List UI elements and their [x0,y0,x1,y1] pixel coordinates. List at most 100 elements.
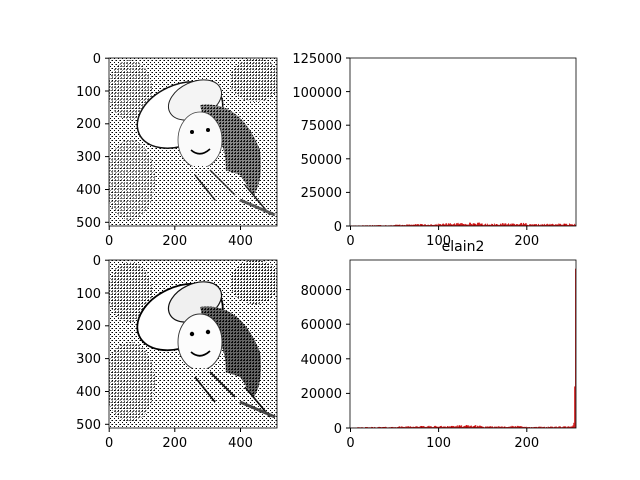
histogram-1-bar [427,224,429,226]
histogram-1-bar [546,223,548,226]
histogram-2-bar [563,426,565,428]
histogram-1-bar [509,223,511,226]
histogram-2-bar [509,426,511,428]
histogram-2-bar [568,426,569,428]
histogram-1-bar [533,224,535,226]
image-2-xtick-label: 200 [162,436,187,451]
histogram-1-bar [520,222,522,226]
histogram-1-bar [540,225,542,226]
histogram-2-bar [469,426,471,428]
histogram-1-bar [529,224,531,226]
histogram-2-bar [407,426,409,428]
histogram-2-bar [428,425,430,428]
histogram-1-bar [436,223,438,226]
histogram-1-bar [492,223,494,226]
histogram-2-bar [365,427,367,428]
histogram-1-bar [541,223,543,226]
histogram-2-bar [480,426,482,428]
histogram-2-bar [395,427,396,428]
histogram-2-bar [514,426,516,428]
histogram-2-bar [474,425,476,428]
histogram-1-bar [559,223,561,226]
histogram-2-bar [457,426,459,428]
histogram-axes-frame-2 [349,259,577,429]
histogram-1-bar [465,224,467,226]
histogram-1-xtick-label: 100 [426,234,451,249]
histogram-2-bar [572,425,574,428]
histogram-1-bar [558,223,560,226]
histogram-1-xtick-label: 0 [346,234,354,249]
histogram-2-bar [521,426,523,428]
histogram-2-bar [467,425,469,428]
histogram-2-bar [402,426,404,428]
histogram-2-bar [560,426,561,428]
histogram-2-bar [468,425,470,428]
histogram-2-ytick-label: 40000 [301,353,342,368]
histogram-2-bar [361,427,363,428]
histogram-2-bar [575,268,576,428]
histogram-2-bar [471,426,473,428]
histogram-2-bar [544,426,546,428]
histogram-1-bar [497,224,499,226]
histogram-2-bar [417,426,419,428]
histogram-2-bar [458,425,460,428]
histogram-2-bar [378,426,380,428]
histogram-2-title: elain2 [442,239,485,255]
histogram-1-bar [508,224,510,226]
histogram-2-bar [567,426,569,428]
histogram-2-bar [556,427,558,428]
histogram-1-bar [434,224,436,226]
histogram-2-bar [475,425,477,428]
histogram-2-bar [504,426,506,428]
histogram-1-bar [464,223,466,226]
histogram-2-bar [554,426,556,428]
histogram-1-bar [403,224,405,226]
histogram-1-bar [433,224,435,226]
histogram-1-bar [521,222,523,226]
image-axes-frame-1 [108,57,278,227]
histogram-1-y-ticks: 0 25000 50000 75000 100000 125000 [292,52,350,235]
histogram-1-bar [419,223,421,226]
histogram-1-ytick-label: 0 [334,220,342,235]
histogram-2-xtick-label: 200 [514,436,539,451]
histogram-2-bar [487,426,489,428]
histogram-2-bar [424,426,426,428]
histogram-2-bar [382,426,384,428]
histogram-1-bar [466,224,468,226]
histogram-2-bar [498,426,500,428]
histogram-1-bar [515,224,516,226]
histogram-1-bar [499,224,501,226]
histogram-2-bar [503,426,505,428]
histogram-1-bar [525,223,527,226]
histogram-1-bar [459,223,461,226]
histogram-2-bar [404,427,406,428]
histogram-2-bar [451,425,453,428]
histogram-2-bar [410,426,412,428]
histogram-2-bar [557,427,559,428]
histogram-2-bar [417,426,418,428]
histogram-2-bar [530,427,532,428]
histogram-1-bar [472,223,474,226]
histogram-1-bar [432,224,434,226]
histogram-1-bar [395,224,396,226]
histogram-2-bar [413,427,415,428]
histogram-2-bar [463,425,465,428]
image-1-ytick-label: 200 [76,117,101,132]
histogram-1-bar [560,223,561,226]
histogram-2-bar [466,425,468,428]
histogram-1-bar [543,224,545,226]
histogram-2-bar [426,426,428,428]
histogram-2-bar [492,426,494,428]
histogram-2-bar [535,426,537,428]
histogram-1-bar [482,224,484,226]
histogram-1-bar [401,225,403,226]
histogram-2-bar [571,426,573,428]
histogram-1-bar [504,223,506,226]
histogram-2-bar [445,426,447,428]
histogram-1-bar [554,224,556,226]
image-1-xtick-label: 200 [162,234,187,249]
image-1-ytick-label: 500 [76,216,101,231]
histogram-1-bar [417,224,418,226]
histogram-2-bar [488,426,490,428]
histogram-1-bar [395,224,397,226]
